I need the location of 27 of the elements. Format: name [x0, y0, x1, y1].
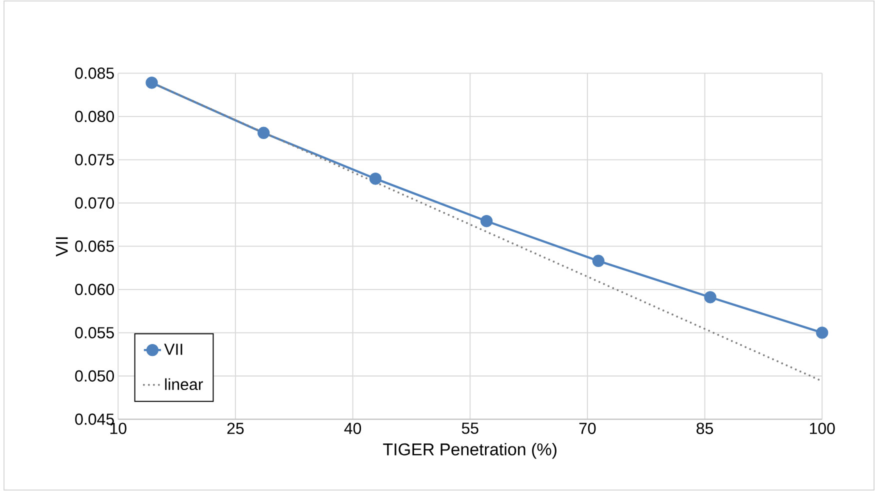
point [480, 215, 493, 228]
point [704, 291, 716, 304]
point [258, 126, 270, 139]
y-tick-label: 0.045 [75, 414, 114, 425]
y-tick-label: 0.050 [75, 370, 114, 382]
point [369, 172, 382, 185]
x-tick-label: 55 [462, 422, 478, 434]
y-tick-label: 0.080 [75, 110, 114, 122]
y-tick-label: 0.070 [75, 197, 114, 209]
x-tick-label: 25 [227, 422, 244, 434]
legend-label: linear [165, 378, 203, 390]
x-tick-label: 40 [344, 422, 362, 434]
y-tick-label: 0.065 [75, 240, 114, 252]
x-tick-label: 85 [696, 422, 713, 434]
point [146, 76, 158, 89]
y-tick-label: 0.075 [75, 154, 114, 166]
y-tick-label: 0.085 [75, 68, 114, 79]
x-tick-label: 10 [110, 422, 126, 434]
point [816, 326, 828, 339]
y-tick-label: 0.055 [75, 327, 114, 338]
y-axis-title: VII [56, 237, 68, 257]
legend-label: VII [164, 344, 182, 355]
y-tick-label: 0.060 [75, 284, 114, 296]
x-axis-title: TIGER Penetration (%) [383, 442, 556, 459]
x-tick-label: 100 [810, 422, 835, 434]
point [592, 254, 604, 268]
x-tick-label: 70 [579, 422, 596, 434]
